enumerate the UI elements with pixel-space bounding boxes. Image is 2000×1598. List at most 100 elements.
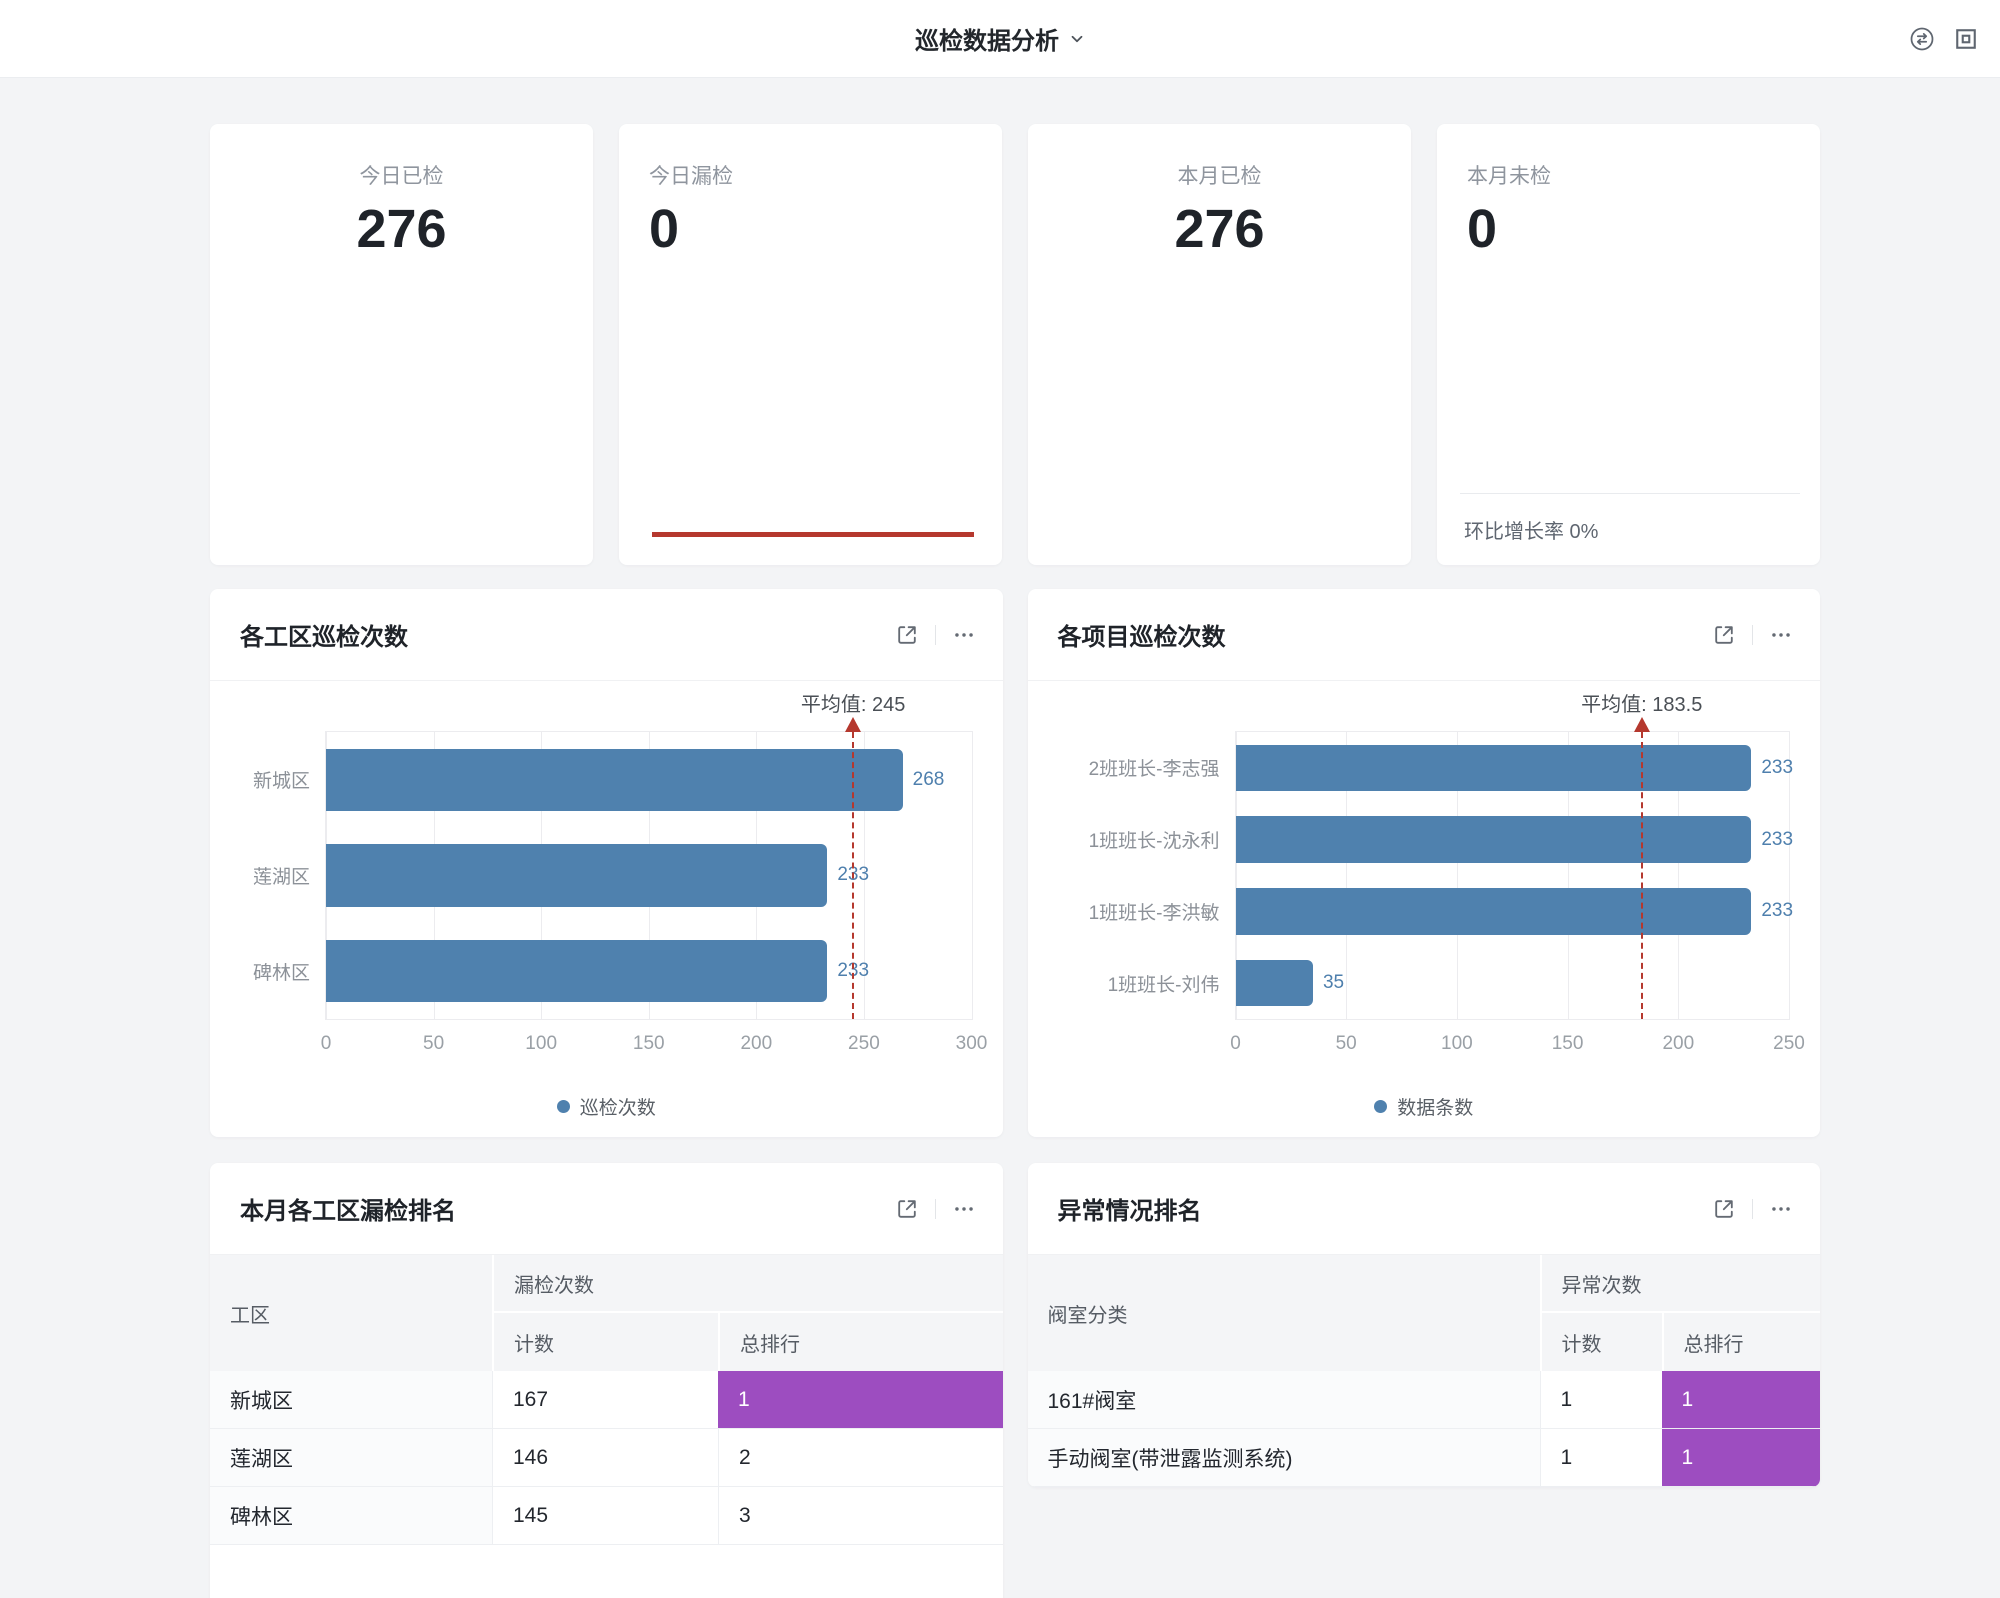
charts-row: 各工区巡检次数 <box>210 589 1820 1137</box>
x-axis-tick: 200 <box>740 1033 773 1054</box>
page-title: 巡检数据分析 <box>915 28 1059 55</box>
transfer-icon <box>1910 27 1934 51</box>
panel-header: 各项目巡检次数 <box>1027 589 1820 681</box>
column-header-rank: 总排行 <box>718 1313 1003 1371</box>
x-axis-tick: 250 <box>1773 1033 1805 1054</box>
gridline <box>1678 732 1680 1019</box>
stat-card-today-missed: 今日漏检 0 <box>619 124 1002 565</box>
ellipsis-icon <box>1772 1206 1790 1211</box>
stat-card-month-unchecked: 本月未检 0 环比增长率 0% <box>1437 124 1820 565</box>
x-axis-tick: 100 <box>1441 1033 1473 1054</box>
panel-title: 本月各工区漏检排名 <box>240 1198 456 1225</box>
x-axis-tick: 200 <box>1662 1033 1695 1054</box>
x-axis-tick: 0 <box>1230 1033 1241 1054</box>
bar-chart-projects: 平均值: 183.5 0 50 100 150 200 250 2班班长-李志强 233 1班班… <box>1028 681 1821 1136</box>
legend-label: 巡检次数 <box>579 1098 656 1119</box>
bar-value-label: 233 <box>1761 828 1794 850</box>
category-label: 新城区 <box>252 771 310 793</box>
fullscreen-icon <box>1956 29 1976 49</box>
column-header-group: 漏检次数 <box>492 1255 1003 1313</box>
panel-actions <box>1711 1196 1794 1222</box>
panel-actions <box>894 622 977 648</box>
more-button[interactable] <box>1768 1196 1794 1222</box>
topbar: 巡检数据分析 <box>0 0 2000 78</box>
open-in-new-button[interactable] <box>1711 1196 1737 1222</box>
row-count-cell: 146 <box>492 1429 718 1487</box>
row-count-cell: 1 <box>1539 1429 1662 1487</box>
row-name-cell: 莲湖区 <box>210 1429 492 1487</box>
external-link-icon <box>897 1199 916 1218</box>
bar-value-label: 233 <box>1761 756 1794 778</box>
transfer-button[interactable] <box>1908 25 1936 53</box>
row-rank-cell: 1 <box>1661 1371 1820 1429</box>
x-axis-tick: 150 <box>632 1033 665 1054</box>
panel-title: 异常情况排名 <box>1057 1198 1202 1225</box>
bar[interactable] <box>326 844 828 907</box>
category-label: 莲湖区 <box>252 866 310 888</box>
bar[interactable] <box>326 748 903 811</box>
column-header-count: 计数 <box>492 1313 718 1371</box>
category-label: 碑林区 <box>252 962 310 984</box>
chart-legend[interactable]: 数据条数 <box>1028 1093 1821 1120</box>
category-label: 1班班长-刘伟 <box>1107 974 1220 996</box>
bar[interactable] <box>1235 888 1752 935</box>
fullscreen-button[interactable] <box>1952 25 1980 53</box>
row-name-cell: 161#阀室 <box>1027 1371 1540 1429</box>
chart-legend[interactable]: 巡检次数 <box>210 1093 1003 1120</box>
ellipsis-icon <box>954 1206 973 1211</box>
row-rank-cell: 3 <box>718 1487 1003 1545</box>
stat-value: 276 <box>1174 199 1265 259</box>
open-in-new-button[interactable] <box>894 622 920 648</box>
plot-area: 平均值: 183.5 0 50 100 150 200 250 2班班长-李志强 233 1班班… <box>1089 694 1805 1054</box>
divider <box>1752 624 1753 645</box>
plot-area: 平均值: 245 0 50 100 150 200 250 300 新城区 268 莲湖区 233 碑… <box>253 694 987 1054</box>
ranking-table-missed: 工区 漏检次数 计数 总排行 新城区 167 1 莲湖区 146 2 碑林区 145 3 <box>210 1255 1003 1545</box>
x-axis-tick: 100 <box>525 1033 558 1054</box>
bar[interactable] <box>1235 744 1752 792</box>
more-button[interactable] <box>951 622 977 648</box>
bar[interactable] <box>326 940 828 1003</box>
bar[interactable] <box>1235 816 1752 863</box>
average-label: 平均值: 245 <box>800 694 906 716</box>
panel-header: 本月各工区漏检排名 <box>210 1163 1003 1255</box>
divider <box>934 1198 936 1219</box>
panel-actions <box>1711 622 1794 648</box>
legend-dot <box>1374 1100 1388 1113</box>
legend-dot <box>556 1100 570 1113</box>
gridline <box>1567 732 1569 1019</box>
gridline <box>863 732 865 1019</box>
average-line <box>852 732 855 1019</box>
open-in-new-button[interactable] <box>894 1196 920 1222</box>
tables-row: 本月各工区漏检排名 <box>210 1163 1820 1598</box>
column-header-dimension: 阀室分类 <box>1027 1255 1540 1371</box>
row-rank-cell: 1 <box>718 1371 1003 1429</box>
panel-abnormal-ranking: 异常情况排名 <box>1027 1163 1820 1487</box>
bar-chart-workzones: 平均值: 245 0 50 100 150 200 250 300 新城区 268 莲湖区 233 碑… <box>210 681 1003 1136</box>
row-rank-cell: 1 <box>1661 1429 1820 1487</box>
stat-value: 0 <box>649 199 680 259</box>
divider <box>1752 1198 1753 1219</box>
bar-value-label: 35 <box>1322 972 1345 994</box>
dashboard-body: 今日已检 276 今日漏检 0 本月已检 276 本月未检 0 环比增长率 0%… <box>0 78 2000 1598</box>
row-rank-cell: 2 <box>718 1429 1003 1487</box>
red-underline <box>652 532 974 537</box>
category-label: 2班班长-李志强 <box>1088 759 1220 781</box>
gridline <box>1235 732 1237 1019</box>
open-in-new-button[interactable] <box>1711 622 1737 648</box>
x-axis-tick: 0 <box>320 1033 332 1054</box>
row-count-cell: 167 <box>492 1371 718 1429</box>
stat-card-today-checked: 今日已检 276 <box>210 124 593 565</box>
panel-title: 各工区巡检次数 <box>240 624 408 651</box>
stat-label: 本月未检 <box>1467 165 1551 188</box>
x-axis-tick: 250 <box>848 1033 880 1054</box>
panel-header: 异常情况排名 <box>1027 1163 1820 1255</box>
legend-label: 数据条数 <box>1397 1098 1474 1119</box>
external-link-icon <box>897 625 916 644</box>
bar[interactable] <box>1235 959 1313 1007</box>
x-axis-tick: 150 <box>1551 1033 1584 1054</box>
more-button[interactable] <box>951 1196 977 1222</box>
category-label: 1班班长-李洪敏 <box>1088 902 1220 924</box>
panel-header: 各工区巡检次数 <box>210 589 1003 681</box>
more-button[interactable] <box>1768 622 1794 648</box>
dashboard-title-dropdown[interactable]: 巡检数据分析 <box>915 21 1085 56</box>
